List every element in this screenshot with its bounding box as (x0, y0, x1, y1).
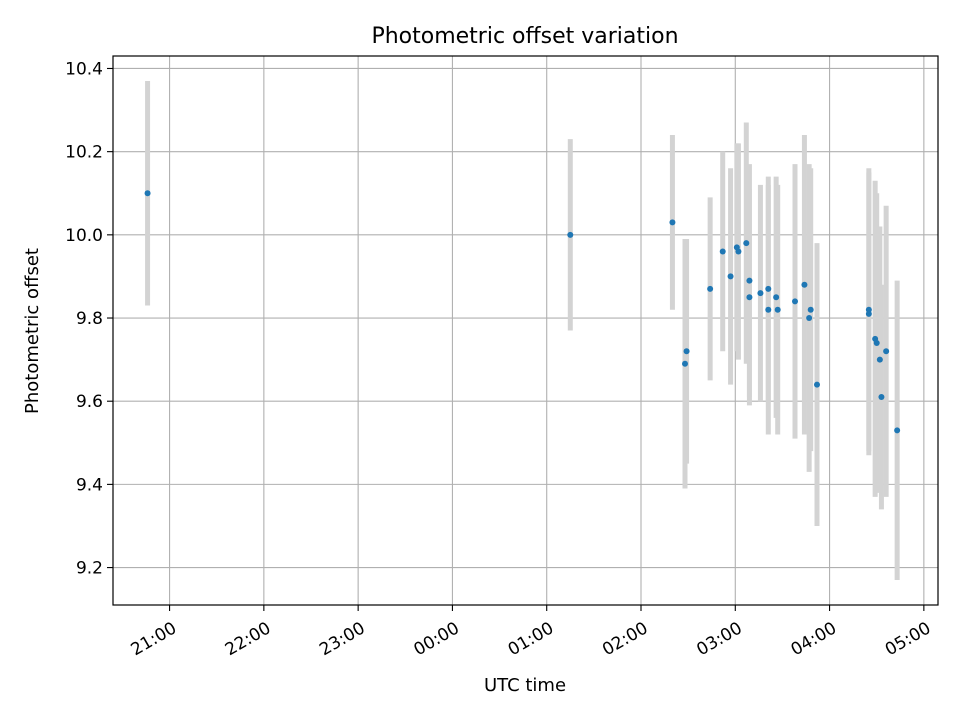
y-axis-label: Photometric offset (22, 248, 43, 414)
data-point (807, 306, 814, 313)
y-tick-label: 9.4 (76, 475, 103, 495)
y-tick-label: 10.0 (65, 226, 103, 246)
data-point (765, 285, 772, 292)
y-tick-label: 9.8 (76, 309, 103, 329)
y-axis-ticks: 9.2 9.4 9.6 9.8 10.0 10.2 10.4 (65, 59, 113, 579)
y-tick-label: 9.2 (76, 559, 103, 579)
data-point (735, 248, 742, 255)
data-point (894, 427, 901, 434)
data-point (773, 294, 780, 301)
y-tick-label: 10.4 (65, 59, 103, 79)
data-point (801, 281, 808, 288)
data-point (746, 277, 753, 284)
data-point (669, 219, 676, 226)
data-point (814, 381, 820, 388)
data-point (743, 240, 750, 247)
y-tick-label: 9.6 (76, 392, 103, 412)
data-point (883, 348, 890, 355)
data-point (683, 348, 690, 355)
plot-frame (112, 55, 939, 606)
data-point (144, 190, 151, 197)
data-point (757, 290, 764, 297)
data-point (746, 294, 753, 301)
data-points (144, 190, 901, 434)
grid (113, 56, 938, 605)
data-point (567, 231, 574, 238)
x-axis-label: UTC time (484, 675, 566, 696)
data-point (865, 306, 872, 313)
data-point (865, 310, 872, 317)
data-point (727, 273, 734, 280)
chart-title: Photometric offset variation (371, 24, 678, 49)
data-point (876, 356, 883, 363)
data-point (792, 298, 798, 305)
data-point (878, 394, 885, 401)
data-point (682, 360, 688, 367)
data-point (774, 306, 781, 313)
data-point (873, 339, 880, 346)
data-point (707, 285, 714, 292)
y-tick-label: 10.2 (65, 143, 103, 163)
data-point (765, 306, 772, 313)
data-point (719, 248, 726, 255)
data-point (806, 315, 813, 322)
